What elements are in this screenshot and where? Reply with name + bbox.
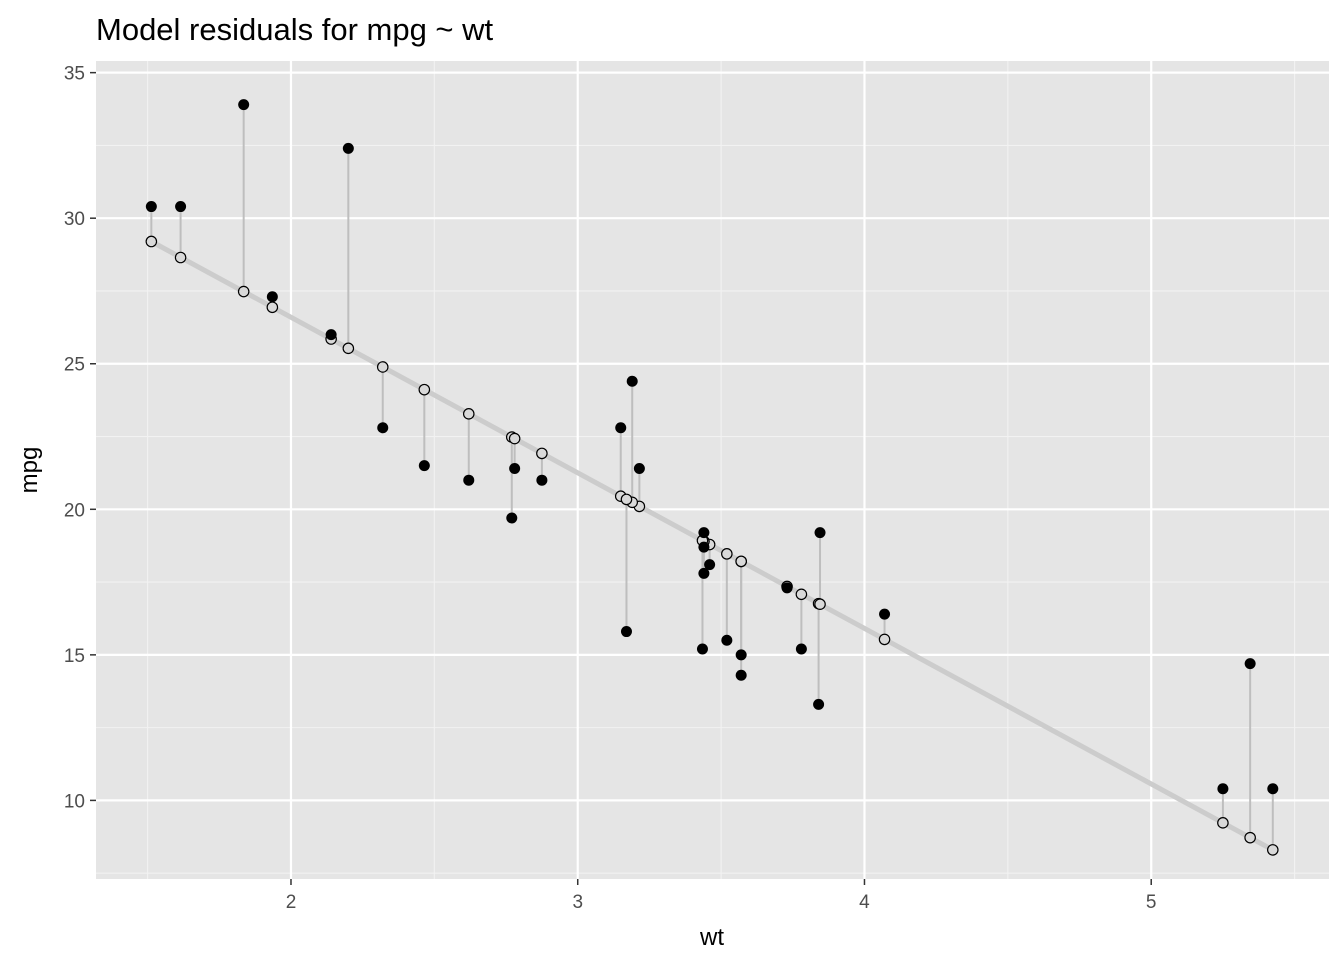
observed-point	[698, 567, 710, 579]
x-tick-label: 2	[286, 892, 297, 913]
y-tick-label: 30	[64, 209, 85, 230]
observed-point	[325, 329, 337, 341]
y-tick-label: 35	[64, 64, 85, 85]
predicted-point	[735, 555, 747, 568]
y-tick-label: 20	[64, 500, 85, 521]
predicted-point	[878, 633, 891, 646]
observed-point	[536, 474, 548, 486]
predicted-point	[536, 447, 548, 460]
predicted-point	[145, 235, 158, 248]
x-tick-label: 4	[859, 892, 870, 913]
predicted-point	[1244, 831, 1256, 844]
observed-point	[696, 643, 708, 655]
x-tick-label: 3	[572, 892, 583, 913]
observed-point	[813, 698, 825, 710]
plot-panel	[96, 61, 1329, 879]
y-axis: 10 15 20 25 30 35	[64, 64, 96, 812]
predicted-point	[174, 251, 187, 264]
observed-point	[698, 541, 710, 553]
x-tick-label: 5	[1146, 892, 1157, 913]
observed-point	[1267, 783, 1279, 795]
predicted-point	[376, 361, 389, 373]
observed-point	[721, 634, 733, 646]
x-axis: 2 3 4 5	[286, 879, 1157, 913]
observed-point	[704, 559, 716, 571]
observed-point	[175, 201, 187, 213]
minor-gridlines	[96, 61, 1329, 879]
observed-point	[463, 474, 475, 486]
y-tick-label: 10	[64, 791, 85, 812]
predicted-point	[620, 493, 633, 506]
observed-point	[698, 527, 710, 539]
observed-point	[418, 460, 430, 472]
predicted-point	[1217, 817, 1229, 829]
observed-points	[145, 99, 1279, 795]
observed-point	[1244, 658, 1256, 670]
observed-point	[735, 649, 747, 661]
observed-point	[879, 608, 891, 620]
observed-point	[342, 142, 354, 154]
predicted-point	[342, 342, 355, 355]
observed-point	[735, 669, 747, 681]
observed-point	[145, 201, 157, 213]
predicted-point	[237, 285, 250, 298]
observed-point	[377, 422, 389, 434]
observed-point	[814, 527, 826, 539]
observed-point	[238, 99, 250, 111]
x-axis-title: wt	[699, 924, 724, 951]
observed-point	[266, 291, 278, 303]
observed-point	[615, 422, 627, 434]
predicted-point	[795, 588, 808, 601]
predicted-point	[1266, 844, 1279, 856]
predicted-point	[462, 408, 475, 420]
observed-point	[633, 463, 645, 475]
observed-point	[781, 582, 793, 594]
observed-point	[795, 643, 807, 655]
observed-point	[509, 463, 521, 475]
predicted-point	[266, 301, 279, 314]
observed-point	[506, 512, 518, 524]
y-tick-label: 15	[64, 646, 85, 667]
observed-point	[620, 626, 632, 638]
observed-point	[1217, 783, 1229, 795]
chart-title: Model residuals for mpg ~ wt	[96, 12, 494, 47]
observed-point	[626, 375, 638, 387]
predicted-point	[508, 432, 521, 445]
y-axis-title: mpg	[16, 447, 43, 494]
residual-segments	[150, 104, 1274, 850]
predicted-point	[814, 598, 826, 610]
predicted-point	[418, 383, 431, 396]
predicted-point	[721, 548, 733, 560]
y-tick-label: 25	[64, 355, 85, 376]
predicted-points	[145, 235, 1279, 856]
